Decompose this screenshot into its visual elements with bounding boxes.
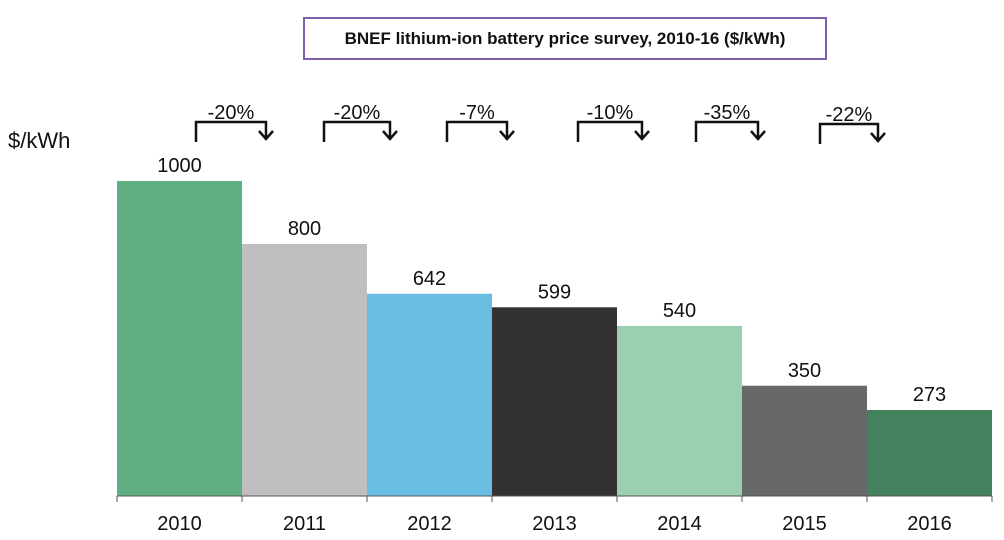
x-tick-label-2016: 2016 bbox=[907, 513, 952, 535]
bar-2013 bbox=[492, 307, 617, 496]
change-bracket bbox=[576, 120, 644, 142]
bar-2011 bbox=[242, 244, 367, 496]
value-label-2010: 1000 bbox=[157, 155, 202, 177]
bar-2012 bbox=[367, 293, 492, 496]
value-label-2011: 800 bbox=[288, 218, 321, 240]
x-tick-label-2013: 2013 bbox=[532, 513, 577, 535]
chart-title: BNEF lithium-ion battery price survey, 2… bbox=[303, 17, 827, 60]
down-arrow-icon bbox=[634, 130, 650, 141]
bar-2014 bbox=[617, 325, 742, 496]
y-axis-unit-label: $/kWh bbox=[8, 128, 71, 153]
value-label-2015: 350 bbox=[788, 360, 821, 382]
value-label-2016: 273 bbox=[913, 384, 946, 406]
value-label-2012: 642 bbox=[413, 268, 446, 290]
down-arrow-icon bbox=[750, 130, 766, 141]
change-bracket bbox=[322, 120, 392, 142]
change-annotation-2015-2016: -22% bbox=[818, 104, 886, 144]
change-annotation-2014-2015: -35% bbox=[694, 102, 766, 142]
change-bracket bbox=[818, 122, 880, 144]
down-arrow-icon bbox=[499, 130, 515, 141]
change-bracket bbox=[694, 120, 760, 142]
value-label-2013: 599 bbox=[538, 281, 571, 303]
change-annotation-2011-2012: -20% bbox=[322, 102, 398, 142]
value-label-2014: 540 bbox=[663, 300, 696, 322]
bar-2010 bbox=[117, 181, 242, 496]
x-tick-label-2011: 2011 bbox=[283, 513, 326, 535]
bar-2016 bbox=[867, 410, 992, 496]
change-annotation-2010-2011: -20% bbox=[194, 102, 274, 142]
x-tick-label-2012: 2012 bbox=[407, 513, 452, 535]
down-arrow-icon bbox=[258, 130, 274, 141]
down-arrow-icon bbox=[870, 132, 886, 143]
change-label: -10% bbox=[587, 102, 634, 124]
change-annotation-2013-2014: -10% bbox=[576, 102, 650, 142]
change-label: -22% bbox=[826, 104, 873, 126]
x-tick-label-2014: 2014 bbox=[657, 513, 702, 535]
x-tick-label-2015: 2015 bbox=[782, 513, 827, 535]
x-tick-label-2010: 2010 bbox=[157, 513, 202, 535]
change-label: -20% bbox=[334, 102, 381, 124]
change-annotation-2012-2013: -7% bbox=[445, 102, 515, 142]
change-label: -35% bbox=[704, 102, 751, 124]
change-bracket bbox=[194, 120, 268, 142]
change-label: -20% bbox=[208, 102, 255, 124]
change-bracket bbox=[445, 120, 509, 142]
bar-2015 bbox=[742, 385, 867, 496]
change-label: -7% bbox=[459, 102, 495, 124]
down-arrow-icon bbox=[382, 130, 398, 141]
